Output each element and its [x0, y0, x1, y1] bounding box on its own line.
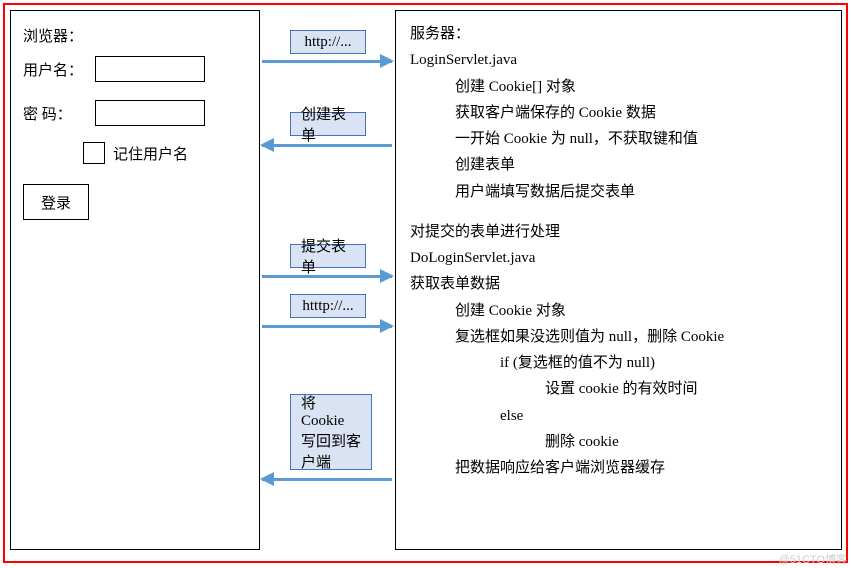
flow-box-label: htttp://...	[302, 298, 353, 315]
flow-box-create-form: 创建表单	[290, 112, 366, 136]
password-row: 密 码：	[23, 100, 247, 126]
server-line: 用户端填写数据后提交表单	[410, 179, 827, 205]
server-line: 获取表单数据	[410, 271, 827, 297]
server-line: 复选框如果没选则值为 null，删除 Cookie	[410, 324, 827, 350]
arrow-submit-form	[262, 275, 392, 278]
arrow-http2	[262, 325, 392, 328]
flow-box-label: 创建表单	[301, 103, 355, 145]
server-line: 获取客户端保存的 Cookie 数据	[410, 100, 827, 126]
username-row: 用户名：	[23, 56, 247, 82]
arrow-http1	[262, 60, 392, 63]
password-input[interactable]	[95, 100, 205, 126]
flow-box-submit-form: 提交表单	[290, 244, 366, 268]
server-line: if (复选框的值不为 null)	[410, 350, 827, 376]
browser-panel: 浏览器： 用户名： 密 码： 记住用户名 登录	[10, 10, 260, 550]
server-line: 删除 cookie	[410, 429, 827, 455]
server-line: 一开始 Cookie 为 null，不获取键和值	[410, 126, 827, 152]
login-button-label: 登录	[41, 192, 71, 213]
flow-box-http2: htttp://...	[290, 294, 366, 318]
server-line: 创建表单	[410, 152, 827, 178]
server-panel: 服务器： LoginServlet.java 创建 Cookie[] 对象 获取…	[395, 10, 842, 550]
server-line: 对提交的表单进行处理	[410, 219, 827, 245]
arrow-create-form	[262, 144, 392, 147]
server-line: DoLoginServlet.java	[410, 245, 827, 271]
server-line: else	[410, 403, 827, 429]
flow-box-cookie-back: 将 Cookie 写回到客户端	[290, 394, 372, 470]
flow-box-http1: http://...	[290, 30, 366, 54]
remember-row: 记住用户名	[83, 142, 247, 164]
server-line: LoginServlet.java	[410, 47, 827, 73]
flow-box-label: 提交表单	[301, 235, 355, 277]
login-button[interactable]: 登录	[23, 184, 89, 220]
username-input[interactable]	[95, 56, 205, 82]
flow-box-label: http://...	[304, 34, 351, 51]
password-label: 密 码：	[23, 103, 95, 124]
username-label: 用户名：	[23, 59, 95, 80]
browser-title: 浏览器：	[23, 25, 247, 46]
watermark: @51CTO博客	[779, 551, 847, 567]
arrow-cookie-back	[262, 478, 392, 481]
server-line: 把数据响应给客户端浏览器缓存	[410, 455, 827, 481]
server-line: 设置 cookie 的有效时间	[410, 376, 827, 402]
server-line: 创建 Cookie 对象	[410, 298, 827, 324]
flow-box-label: 将 Cookie 写回到客户端	[301, 392, 361, 472]
server-title: 服务器：	[410, 21, 827, 47]
remember-checkbox[interactable]	[83, 142, 105, 164]
remember-label: 记住用户名	[113, 143, 188, 164]
server-line: 创建 Cookie[] 对象	[410, 74, 827, 100]
